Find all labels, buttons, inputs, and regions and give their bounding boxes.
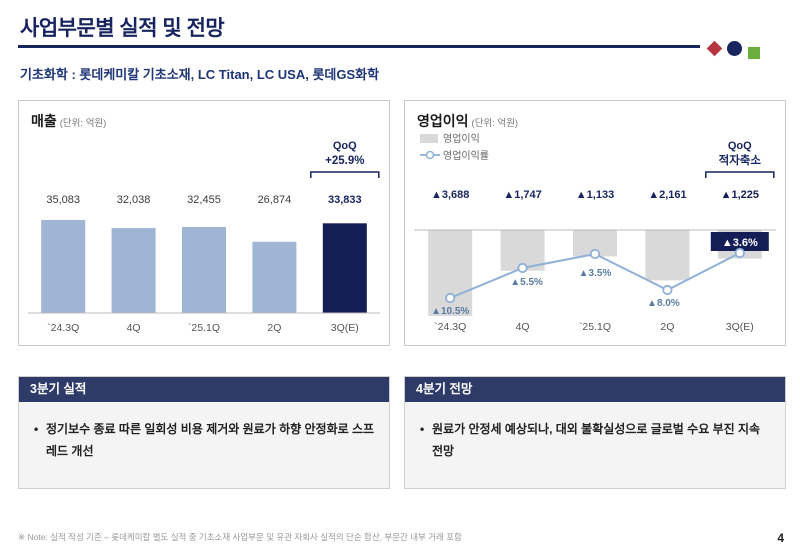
x-axis-label: 2Q bbox=[267, 322, 281, 334]
revenue-chart-title: 매출 (단위: 억원) bbox=[31, 111, 106, 131]
logo-decoration bbox=[706, 38, 772, 64]
margin-highlight-label: ▲3.6% bbox=[722, 237, 758, 249]
margin-point-label: ▲3.5% bbox=[579, 268, 612, 279]
qoq-label: QoQ bbox=[333, 140, 357, 152]
bullet-list: 정기보수 종료 따른 일회성 비용 제거와 원료가 하향 안정화로 스프레드 개… bbox=[19, 402, 389, 462]
legend-line-marker bbox=[425, 150, 435, 160]
section-subtitle: 기초화학 : 롯데케미칼 기초소재, LC Titan, LC USA, 롯데G… bbox=[20, 67, 380, 82]
revenue-value-label: 26,874 bbox=[258, 194, 292, 206]
margin-point-label: ▲10.5% bbox=[431, 306, 469, 317]
footnote: ※ Note: 실적 작성 기준 – 롯데케미칼 별도 실적 중 기초소재 사업… bbox=[18, 532, 462, 542]
square-icon bbox=[748, 47, 760, 59]
page-title: 사업부문별 실적 및 전망 bbox=[20, 17, 225, 40]
qoq-label: QoQ bbox=[728, 140, 752, 152]
margin-point-marker bbox=[517, 262, 528, 274]
margin-point-marker bbox=[662, 284, 673, 296]
x-axis-label: 3Q(E) bbox=[726, 321, 754, 333]
profit-value-label: ▲3,688 bbox=[431, 189, 469, 201]
revenue-bar bbox=[182, 226, 226, 313]
qoq-value: +25.9% bbox=[325, 155, 364, 167]
revenue-panel: 매출 (단위: 억원) 35,083 `24.3Q 32,038 4Q 32,455 `25… bbox=[18, 100, 390, 346]
title-divider bbox=[18, 45, 700, 48]
revenue-value-label: 35,083 bbox=[46, 194, 80, 206]
margin-point-marker bbox=[734, 247, 745, 259]
operating-profit-bar bbox=[428, 230, 473, 316]
x-axis-label: 4Q bbox=[127, 322, 141, 334]
profit-value-label: ▲2,161 bbox=[648, 189, 686, 201]
margin-point-marker bbox=[589, 248, 601, 260]
operating-profit-panel: 영업이익 (단위: 억원) ▲3,688 `24.3Q ▲1,747 4Q ▲1,133 `… bbox=[404, 100, 786, 346]
operating-profit-bar bbox=[645, 230, 690, 281]
margin-point-marker bbox=[445, 292, 456, 304]
page-number: 4 bbox=[777, 531, 784, 545]
revenue-value-label: 33,833 bbox=[328, 194, 362, 206]
x-axis-label: `24.3Q bbox=[434, 321, 466, 333]
margin-point-label: ▲5.5% bbox=[510, 277, 543, 288]
revenue-value-label: 32,038 bbox=[117, 194, 151, 206]
x-axis-label: 4Q bbox=[516, 321, 530, 333]
revenue-value-label: 32,455 bbox=[187, 194, 221, 206]
legend-line-label: 영업이익률 bbox=[443, 149, 489, 162]
profit-value-label: ▲1,747 bbox=[503, 189, 541, 201]
chart-unit-label: (단위: 억원) bbox=[59, 118, 107, 129]
profit-value-label: ▲1,225 bbox=[721, 189, 759, 201]
margin-highlight-box bbox=[710, 232, 769, 251]
box-header: 4분기 전망 bbox=[405, 377, 785, 402]
revenue-chart: 35,083 `24.3Q 32,038 4Q 32,455 `25.1Q 26,874 2Q… bbox=[28, 140, 380, 334]
legend-bar-label: 영업이익 bbox=[443, 133, 480, 145]
revenue-bar bbox=[252, 241, 297, 313]
x-axis-label: 2Q bbox=[660, 321, 674, 333]
chart-unit-label: (단위: 억원) bbox=[471, 118, 519, 129]
x-axis-label: `24.3Q bbox=[47, 322, 79, 334]
q3-results-box: 3분기 실적 정기보수 종료 따른 일회성 비용 제거와 원료가 하향 안정화로… bbox=[18, 376, 390, 489]
x-axis-label: `25.1Q bbox=[188, 322, 220, 334]
bullet-list: 원료가 안정세 예상되나, 대외 불확실성으로 글로벌 수요 부진 지속 전망 bbox=[405, 402, 785, 462]
chart-title-text: 영업이익 bbox=[417, 113, 469, 129]
bullet-item: 정기보수 종료 따른 일회성 비용 제거와 원료가 하향 안정화로 스프레드 개… bbox=[33, 419, 375, 462]
qoq-bracket bbox=[705, 171, 775, 178]
bullet-item: 원료가 안정세 예상되나, 대외 불확실성으로 글로벌 수요 부진 지속 전망 bbox=[419, 419, 771, 462]
circle-icon bbox=[727, 41, 742, 56]
diamond-icon bbox=[706, 40, 723, 57]
revenue-bar bbox=[41, 220, 86, 313]
x-axis-label: 3Q(E) bbox=[331, 322, 359, 334]
profit-value-label: ▲1,133 bbox=[576, 189, 614, 201]
revenue-bar bbox=[322, 223, 367, 313]
legend-bar-swatch bbox=[420, 134, 438, 143]
box-header: 3분기 실적 bbox=[19, 377, 389, 402]
qoq-value: 적자축소 bbox=[719, 153, 762, 167]
operating-profit-chart: ▲3,688 `24.3Q ▲1,747 4Q ▲1,133 `25.1Q ▲2,161 2Q… bbox=[414, 133, 776, 333]
x-axis-label: `25.1Q bbox=[579, 321, 611, 333]
margin-point-label: ▲8.0% bbox=[647, 298, 680, 309]
qoq-bracket bbox=[310, 171, 380, 178]
revenue-bar bbox=[111, 228, 156, 313]
q4-outlook-box: 4분기 전망 원료가 안정세 예상되나, 대외 불확실성으로 글로벌 수요 부진… bbox=[404, 376, 786, 489]
profit-chart-title: 영업이익 (단위: 억원) bbox=[417, 111, 518, 131]
chart-title-text: 매출 bbox=[31, 113, 57, 129]
